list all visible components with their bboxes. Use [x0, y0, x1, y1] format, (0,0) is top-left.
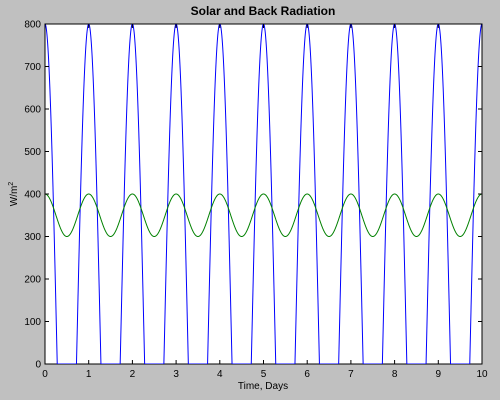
series-line-back-radiation: [45, 193, 482, 237]
x-tick-label-5: 5: [261, 369, 267, 380]
y-tick-label-3: 300: [24, 232, 41, 243]
y-tick-label-0: 0: [35, 360, 41, 371]
plot-area: [44, 23, 483, 365]
chart-title: Solar and Back Radiation: [191, 4, 336, 18]
x-tick-label-7: 7: [348, 369, 354, 380]
y-tick-label-1: 100: [24, 317, 41, 328]
y-axis-ticks: 0 100 200 300 400 500 600 700 800: [24, 20, 482, 371]
x-tick-label-6: 6: [304, 369, 310, 380]
series-layer: [45, 24, 482, 364]
y-tick-label-4: 400: [24, 190, 41, 201]
y-axis-label-base: W/m: [9, 186, 20, 207]
x-tick-label-4: 4: [217, 369, 223, 380]
y-tick-label-5: 500: [24, 147, 41, 158]
y-axis-label: W/m2: [8, 182, 20, 207]
x-tick-label-1: 1: [86, 369, 92, 380]
y-axis-label-superscript: 2: [8, 182, 15, 186]
x-axis-ticks: 0 1 2 3 4 5 6 7 8 9 10: [42, 24, 488, 380]
y-tick-label-6: 600: [24, 105, 41, 116]
x-axis-label: Time, Days: [238, 381, 288, 392]
y-tick-label-2: 200: [24, 275, 41, 286]
x-tick-label-10: 10: [476, 369, 488, 380]
x-tick-label-0: 0: [42, 369, 48, 380]
x-tick-label-3: 3: [173, 369, 179, 380]
y-tick-label-7: 700: [24, 62, 41, 73]
x-tick-label-9: 9: [436, 369, 442, 380]
x-tick-label-2: 2: [130, 369, 136, 380]
y-tick-label-8: 800: [24, 20, 41, 31]
x-tick-label-8: 8: [392, 369, 398, 380]
